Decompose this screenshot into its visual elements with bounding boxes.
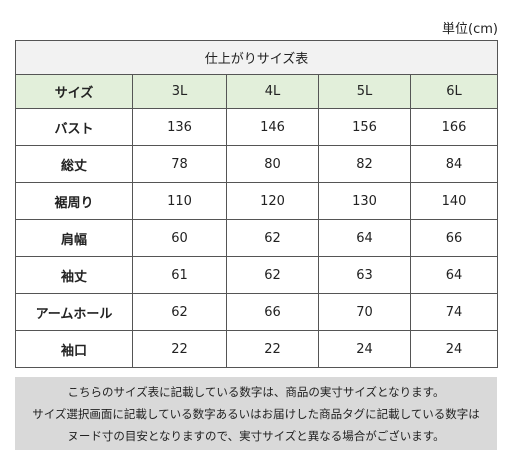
cell: 61: [132, 256, 227, 294]
cell: 62: [226, 256, 319, 294]
data-row: アームホール 62 66 70 74: [15, 293, 499, 331]
cell: 66: [226, 293, 319, 331]
cell: 66: [409, 219, 499, 257]
row-label: 肩幅: [15, 219, 133, 257]
cell: 60: [132, 219, 227, 257]
data-row: 裾周り 110 120 130 140: [15, 182, 499, 220]
cell: 136: [132, 108, 227, 146]
row-label: 袖口: [15, 330, 133, 368]
row-label: 裾周り: [15, 182, 133, 220]
note-line: サイズ選択画面に記載している数字あるいはお届けした商品タグに記載している数字は: [32, 406, 480, 421]
unit-label: 単位(cm): [442, 22, 498, 37]
header-row: サイズ 3L 4L 5L 6L: [15, 74, 499, 109]
cell: 62: [132, 293, 227, 331]
size-table: 仕上がりサイズ表 サイズ 3L 4L 5L 6L バスト 136 146 156 166 総丈 78 8…: [14, 40, 499, 368]
header-cell: 4L: [226, 74, 319, 109]
cell: 64: [409, 256, 499, 294]
cell: 130: [318, 182, 411, 220]
note-box: こちらのサイズ表に記載している数字は、商品の実寸サイズとなります。サイズ選択画面…: [15, 377, 497, 450]
row-label: 袖丈: [15, 256, 133, 294]
cell: 166: [409, 108, 499, 146]
cell: 74: [409, 293, 499, 331]
table-title: 仕上がりサイズ表: [14, 40, 499, 75]
header-cell: サイズ: [15, 74, 133, 109]
data-row: 総丈 78 80 82 84: [15, 145, 499, 183]
data-row: 袖丈 61 62 63 64: [15, 256, 499, 294]
header-cell: 5L: [318, 74, 411, 109]
row-label: 総丈: [15, 145, 133, 183]
note-line: ヌード寸の目安となりますので、実寸サイズと異なる場合がございます。: [67, 428, 445, 443]
cell: 140: [409, 182, 499, 220]
table-body: 仕上がりサイズ表 サイズ 3L 4L 5L 6L バスト 136 146 156 166 総丈 78 8…: [14, 40, 499, 368]
cell: 156: [318, 108, 411, 146]
cell: 146: [226, 108, 319, 146]
cell: 63: [318, 256, 411, 294]
cell: 120: [226, 182, 319, 220]
data-row: 肩幅 60 62 64 66: [15, 219, 499, 257]
cell: 70: [318, 293, 411, 331]
cell: 78: [132, 145, 227, 183]
note-line: こちらのサイズ表に記載している数字は、商品の実寸サイズとなります。: [67, 384, 445, 399]
cell: 62: [226, 219, 319, 257]
data-row: 袖口 22 22 24 24: [15, 330, 499, 368]
cell: 80: [226, 145, 319, 183]
cell: 64: [318, 219, 411, 257]
row-label: バスト: [15, 108, 133, 146]
header-cell: 6L: [409, 74, 499, 109]
row-label: アームホール: [15, 293, 133, 331]
cell: 22: [226, 330, 319, 368]
header-cell: 3L: [132, 74, 227, 109]
cell: 22: [132, 330, 227, 368]
cell: 82: [318, 145, 411, 183]
cell: 84: [409, 145, 499, 183]
cell: 110: [132, 182, 227, 220]
data-row: バスト 136 146 156 166: [15, 108, 499, 146]
title-row: 仕上がりサイズ表: [14, 40, 499, 75]
cell: 24: [318, 330, 411, 368]
cell: 24: [409, 330, 499, 368]
